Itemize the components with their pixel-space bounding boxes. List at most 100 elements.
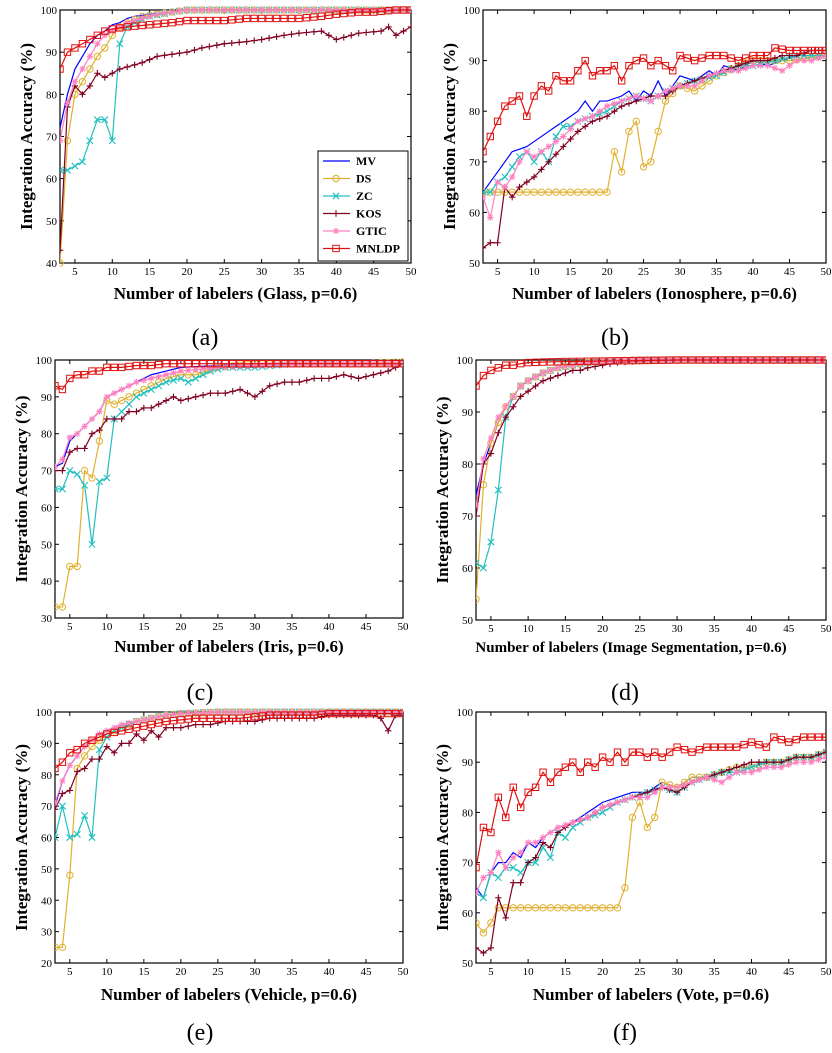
marker-mnldp — [110, 363, 118, 372]
marker-gtic — [770, 764, 778, 771]
marker-kos — [109, 70, 116, 77]
marker-mnldp — [310, 13, 318, 21]
y-tick-label: 90 — [41, 392, 53, 404]
marker-kos — [725, 766, 733, 773]
marker-mnldp — [479, 823, 488, 832]
marker-gtic — [554, 364, 562, 371]
marker-mnldp — [822, 46, 826, 55]
marker-zc — [125, 400, 133, 408]
marker-gtic — [807, 759, 815, 766]
marker-mnldp — [508, 97, 516, 105]
marker-ds — [524, 904, 532, 912]
marker-gtic — [325, 708, 333, 716]
marker-kos — [244, 718, 251, 725]
marker-kos — [133, 408, 140, 415]
marker-kos — [407, 23, 411, 31]
marker-mnldp — [718, 743, 726, 751]
plot-area — [475, 711, 827, 964]
x-tick-label: 10 — [107, 266, 119, 278]
marker-gtic — [370, 6, 377, 14]
x-tick-label: 50 — [398, 621, 410, 633]
marker-mnldp — [110, 728, 118, 737]
x-tick-label: 20 — [181, 266, 193, 278]
marker-mnldp — [103, 730, 111, 738]
marker-gtic — [524, 377, 532, 384]
marker-gtic — [228, 6, 235, 14]
marker-ds — [58, 603, 67, 611]
x-tick-label: 15 — [138, 966, 150, 978]
marker-mnldp — [703, 743, 711, 751]
marker-mnldp — [86, 35, 94, 44]
marker-zc — [140, 389, 148, 397]
marker-ds — [476, 595, 480, 603]
marker-kos — [191, 46, 198, 54]
marker-kos — [340, 371, 347, 378]
marker-zc — [569, 823, 577, 832]
marker-gtic — [778, 764, 785, 771]
marker-mnldp — [250, 14, 258, 23]
marker-mnldp — [777, 356, 786, 364]
marker-gtic — [749, 62, 757, 69]
marker-zc — [95, 746, 104, 754]
chart-panel-5: 20 30 40 50 60 70 80 90 100 5 10 15 20 25 30 35 40 45 50 Nu… — [12, 707, 409, 1046]
marker-mnldp — [347, 359, 355, 368]
marker-kos — [370, 28, 377, 35]
marker-gtic — [560, 133, 567, 140]
series-group — [55, 358, 403, 611]
marker-ds — [476, 919, 480, 927]
marker-mnldp — [516, 803, 525, 812]
marker-mnldp — [531, 358, 540, 367]
y-tick-label: 80 — [462, 459, 474, 471]
marker-kos — [162, 397, 170, 404]
marker-kos — [244, 389, 251, 397]
marker-kos — [384, 367, 392, 375]
marker-mnldp — [229, 714, 237, 722]
marker-kos — [581, 123, 589, 130]
marker-mnldp — [190, 16, 199, 25]
marker-mnldp — [799, 356, 808, 364]
marker-gtic — [691, 82, 698, 90]
marker-gtic — [71, 78, 79, 85]
series-line-mnldp — [55, 363, 403, 391]
x-tick-label: 5 — [488, 966, 494, 978]
panel-caption: (f) — [613, 1020, 637, 1046]
marker-mnldp — [732, 356, 741, 364]
marker-gtic — [162, 711, 170, 719]
marker-kos — [539, 377, 547, 384]
marker-mnldp — [266, 711, 274, 719]
marker-mnldp — [206, 359, 215, 368]
marker-gtic — [647, 97, 655, 105]
marker-kos — [318, 27, 325, 35]
series-group — [483, 44, 826, 252]
marker-mnldp — [800, 46, 808, 55]
x-tick-label: 30 — [672, 966, 684, 978]
marker-kos — [524, 388, 532, 395]
marker-mnldp — [71, 44, 79, 52]
marker-gtic — [621, 796, 629, 804]
marker-kos — [547, 844, 554, 851]
marker-mnldp — [756, 51, 765, 60]
marker-kos — [198, 44, 206, 52]
marker-kos — [740, 761, 748, 768]
marker-mnldp — [576, 768, 584, 776]
marker-ds — [66, 871, 74, 879]
marker-mnldp — [258, 359, 267, 368]
x-tick-label: 10 — [101, 966, 113, 978]
marker-gtic — [295, 6, 303, 14]
marker-gtic — [333, 708, 340, 716]
marker-mnldp — [199, 359, 207, 368]
x-tick-label: 30 — [675, 266, 687, 278]
marker-gtic — [569, 819, 577, 826]
y-tick-label: 50 — [46, 216, 58, 228]
marker-zc — [486, 188, 494, 196]
marker-kos — [161, 52, 168, 59]
marker-mnldp — [73, 371, 81, 379]
marker-gtic — [133, 718, 140, 725]
marker-mnldp — [280, 14, 288, 23]
marker-mnldp — [63, 48, 72, 56]
marker-zc — [599, 808, 607, 816]
marker-ds — [60, 259, 64, 267]
marker-mnldp — [621, 357, 629, 365]
legend-marker-zc — [332, 192, 340, 200]
marker-kos — [101, 74, 109, 81]
